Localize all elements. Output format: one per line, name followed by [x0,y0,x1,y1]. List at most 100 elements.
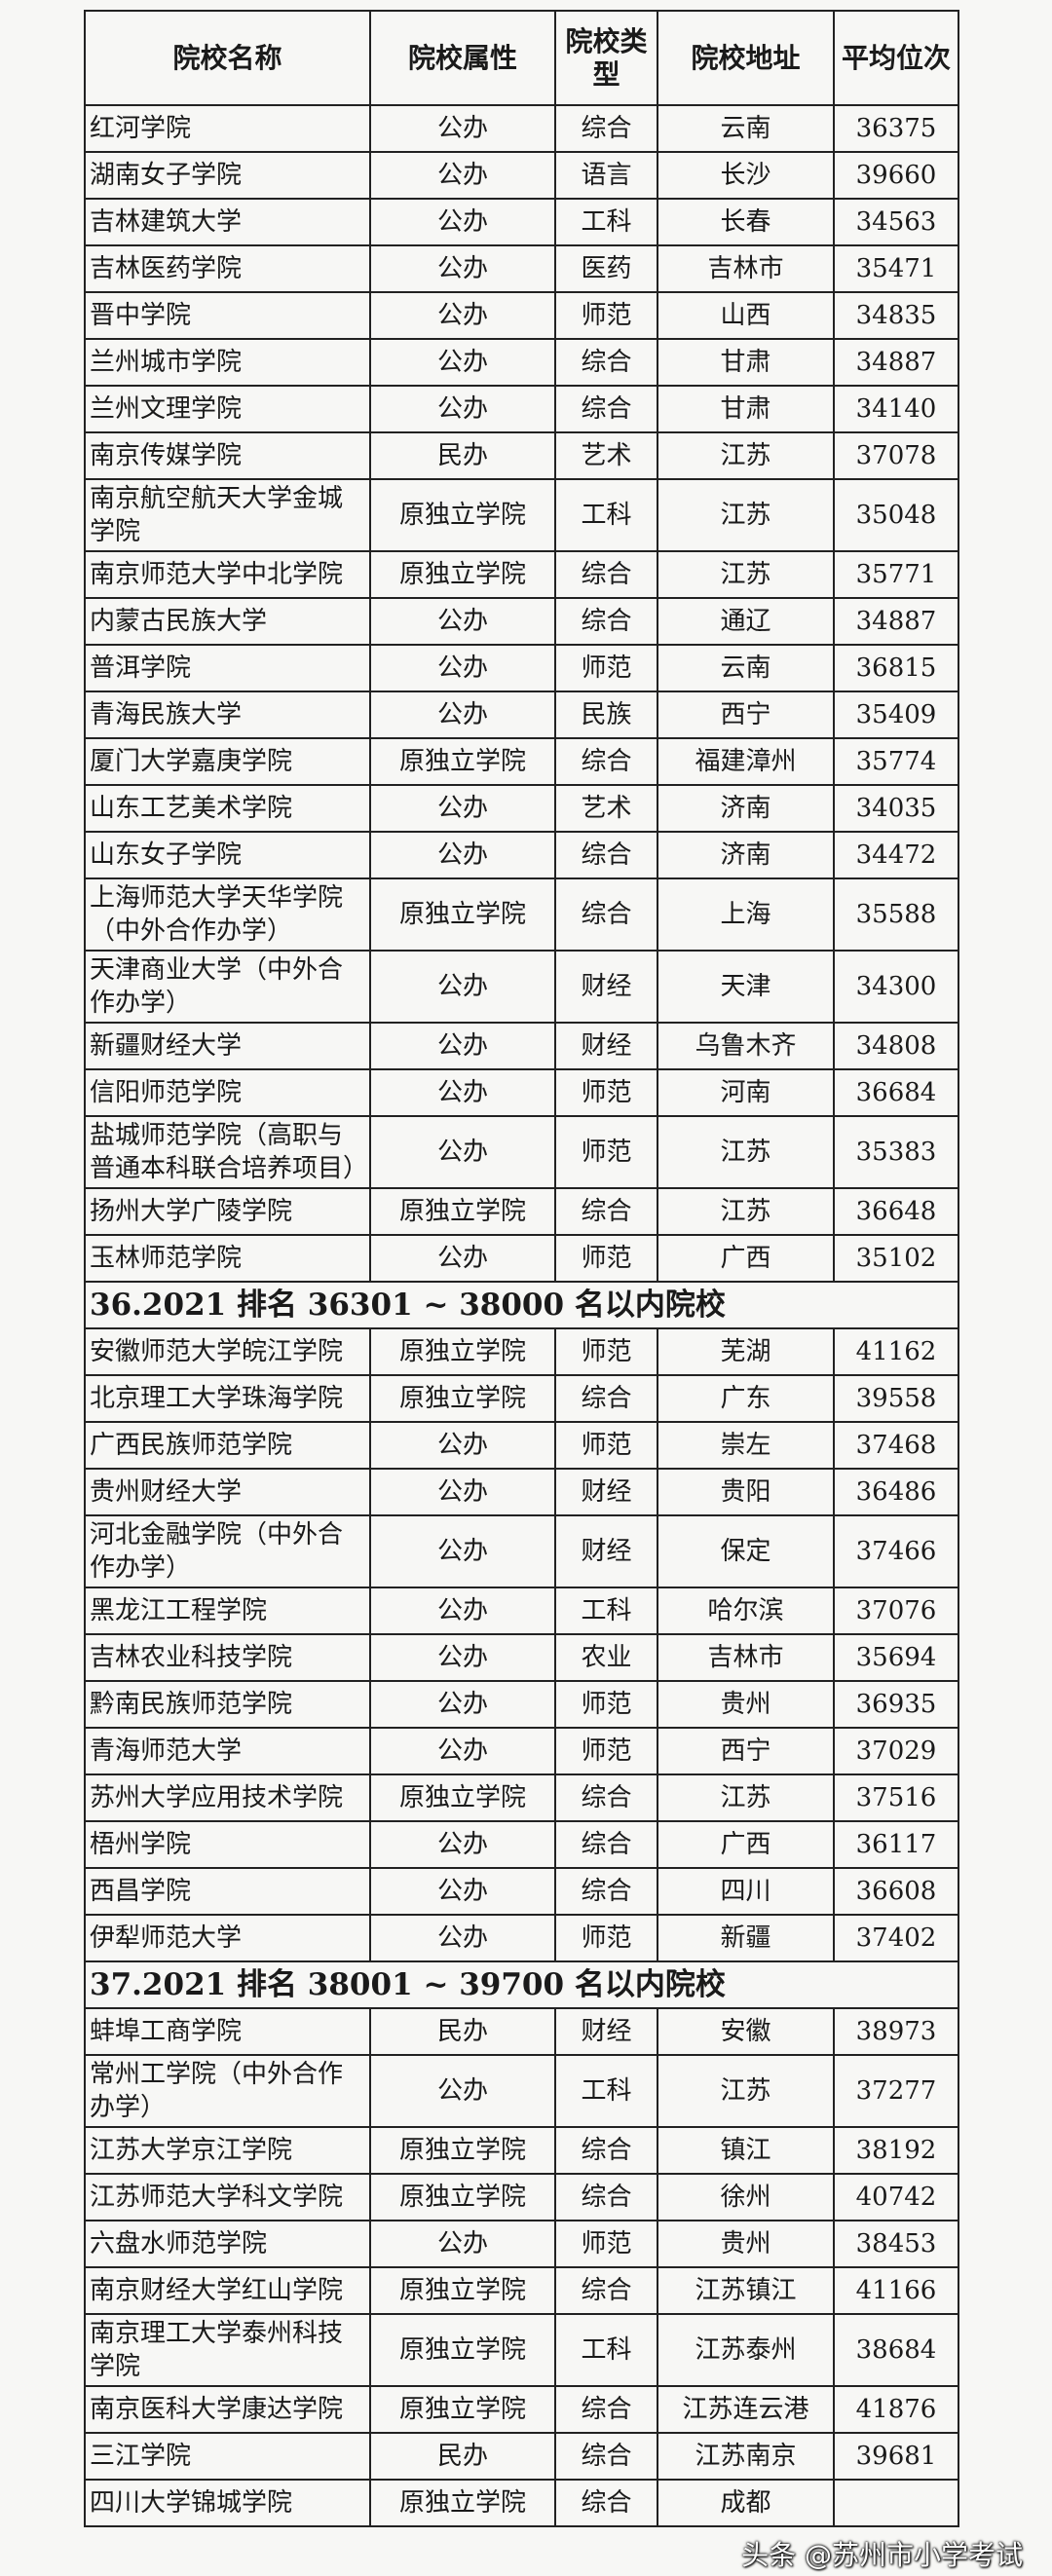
school-address-cell: 江苏 [657,1187,835,1236]
school-type-cell: 综合 [554,1773,658,1822]
school-type-cell: 综合 [554,104,658,153]
school-name-cell: 黑龙江工程学院 [84,1587,371,1635]
school-attribute-cell: 公办 [369,1234,556,1283]
table-row: 山东工艺美术学院 公办 艺术 济南 34035 [84,784,959,833]
school-attribute-cell: 公办 [369,784,556,833]
school-name-cell: 六盘水师范学院 [84,2220,371,2268]
school-name-cell: 三江学院 [84,2432,371,2481]
school-attribute-cell: 公办 [369,1914,556,1962]
school-type-cell: 综合 [554,338,658,387]
school-attribute-cell: 公办 [369,1022,556,1070]
table-row: 天津商业大学（中外合作办学） 公办 财经 天津 34300 [84,950,959,1024]
school-attribute-cell: 原独立学院 [369,2126,556,2175]
table-row: 吉林农业科技学院 公办 农业 吉林市 35694 [84,1633,959,1682]
header-school-attribute: 院校属性 [369,10,556,106]
table-row: 河北金融学院（中外合作办学） 公办 财经 保定 37466 [84,1514,959,1588]
school-address-cell: 云南 [657,104,835,153]
school-address-cell: 江苏 [657,478,835,552]
school-type-cell: 工科 [554,1587,658,1635]
school-type-cell: 农业 [554,1633,658,1682]
admission-rank-table: 院校名称 院校属性 院校类型 院校地址 平均位次 红河学院 公办 综合 云南 36375… [84,10,959,2527]
average-rank-cell: 34563 [833,198,959,246]
school-type-cell: 师范 [554,291,658,340]
school-attribute-cell: 公办 [369,2054,556,2128]
table-row: 北京理工大学珠海学院 原独立学院 综合 广东 39558 [84,1374,959,1423]
school-address-cell: 江苏南京 [657,2432,835,2481]
school-address-cell: 广东 [657,1374,835,1423]
table-row: 贵州财经大学 公办 财经 贵阳 36486 [84,1468,959,1516]
school-address-cell: 成都 [657,2479,835,2527]
school-attribute-cell: 公办 [369,597,556,646]
section-header-row: 36.2021 排名 36301 ~ 38000 名以内院校 [84,1281,959,1329]
school-name-cell: 扬州大学广陵学院 [84,1187,371,1236]
table-row: 广西民族师范学院 公办 师范 崇左 37468 [84,1421,959,1470]
average-rank-cell: 34140 [833,385,959,433]
header-average-rank: 平均位次 [833,10,959,106]
school-name-cell: 兰州文理学院 [84,385,371,433]
school-attribute-cell: 公办 [369,691,556,739]
school-address-cell: 西宁 [657,1727,835,1775]
school-attribute-cell: 民办 [369,2007,556,2056]
school-address-cell: 广西 [657,1820,835,1869]
school-name-cell: 上海师范大学天华学院（中外合作办学） [84,877,371,952]
average-rank-cell: 36608 [833,1867,959,1916]
school-type-cell: 师范 [554,1115,658,1189]
table-row: 兰州文理学院 公办 综合 甘肃 34140 [84,385,959,433]
table-row: 青海民族大学 公办 民族 西宁 35409 [84,691,959,739]
table-row: 江苏大学京江学院 原独立学院 综合 镇江 38192 [84,2126,959,2175]
school-attribute-cell: 公办 [369,644,556,692]
table-row: 梧州学院 公办 综合 广西 36117 [84,1820,959,1869]
table-row: 上海师范大学天华学院（中外合作办学） 原独立学院 综合 上海 35588 [84,877,959,952]
school-name-cell: 青海民族大学 [84,691,371,739]
average-rank-cell: 37078 [833,431,959,480]
school-address-cell: 江苏泰州 [657,2313,835,2387]
school-attribute-cell: 公办 [369,291,556,340]
school-address-cell: 广西 [657,1234,835,1283]
school-attribute-cell: 公办 [369,244,556,293]
average-rank-cell: 36486 [833,1468,959,1516]
school-address-cell: 长沙 [657,151,835,200]
school-name-cell: 普洱学院 [84,644,371,692]
table-row: 晋中学院 公办 师范 山西 34835 [84,291,959,340]
school-type-cell: 师范 [554,1327,658,1376]
average-rank-cell: 34808 [833,1022,959,1070]
school-attribute-cell: 原独立学院 [369,2479,556,2527]
average-rank-cell: 34887 [833,338,959,387]
school-address-cell: 江苏 [657,1115,835,1189]
school-name-cell: 湖南女子学院 [84,151,371,200]
school-attribute-cell: 原独立学院 [369,478,556,552]
school-name-cell: 黔南民族师范学院 [84,1680,371,1729]
school-type-cell: 师范 [554,1068,658,1117]
average-rank-cell: 35771 [833,550,959,599]
average-rank-cell: 37076 [833,1587,959,1635]
school-type-cell: 师范 [554,1680,658,1729]
table-row: 江苏师范大学科文学院 原独立学院 综合 徐州 40742 [84,2173,959,2221]
table-row: 普洱学院 公办 师范 云南 36815 [84,644,959,692]
average-rank-cell: 37466 [833,1514,959,1588]
school-type-cell: 工科 [554,2054,658,2128]
school-address-cell: 通辽 [657,597,835,646]
average-rank-cell: 39681 [833,2432,959,2481]
average-rank-cell: 41162 [833,1327,959,1376]
table-row: 黑龙江工程学院 公办 工科 哈尔滨 37076 [84,1587,959,1635]
school-name-cell: 南京传媒学院 [84,431,371,480]
school-attribute-cell: 公办 [369,2220,556,2268]
school-attribute-cell: 公办 [369,151,556,200]
average-rank-cell: 39558 [833,1374,959,1423]
school-name-cell: 晋中学院 [84,291,371,340]
table-row: 常州工学院（中外合作办学） 公办 工科 江苏 37277 [84,2054,959,2128]
school-address-cell: 甘肃 [657,338,835,387]
school-type-cell: 综合 [554,2126,658,2175]
school-name-cell: 南京财经大学红山学院 [84,2266,371,2315]
school-type-cell: 师范 [554,1421,658,1470]
school-address-cell: 芜湖 [657,1327,835,1376]
school-type-cell: 综合 [554,2385,658,2434]
average-rank-cell: 36815 [833,644,959,692]
school-type-cell: 综合 [554,2266,658,2315]
school-address-cell: 福建漳州 [657,737,835,786]
table-row: 南京理工大学泰州科技学院 原独立学院 工科 江苏泰州 38684 [84,2313,959,2387]
school-address-cell: 江苏 [657,1773,835,1822]
school-type-cell: 师范 [554,1234,658,1283]
school-attribute-cell: 原独立学院 [369,2385,556,2434]
school-name-cell: 山东女子学院 [84,831,371,879]
